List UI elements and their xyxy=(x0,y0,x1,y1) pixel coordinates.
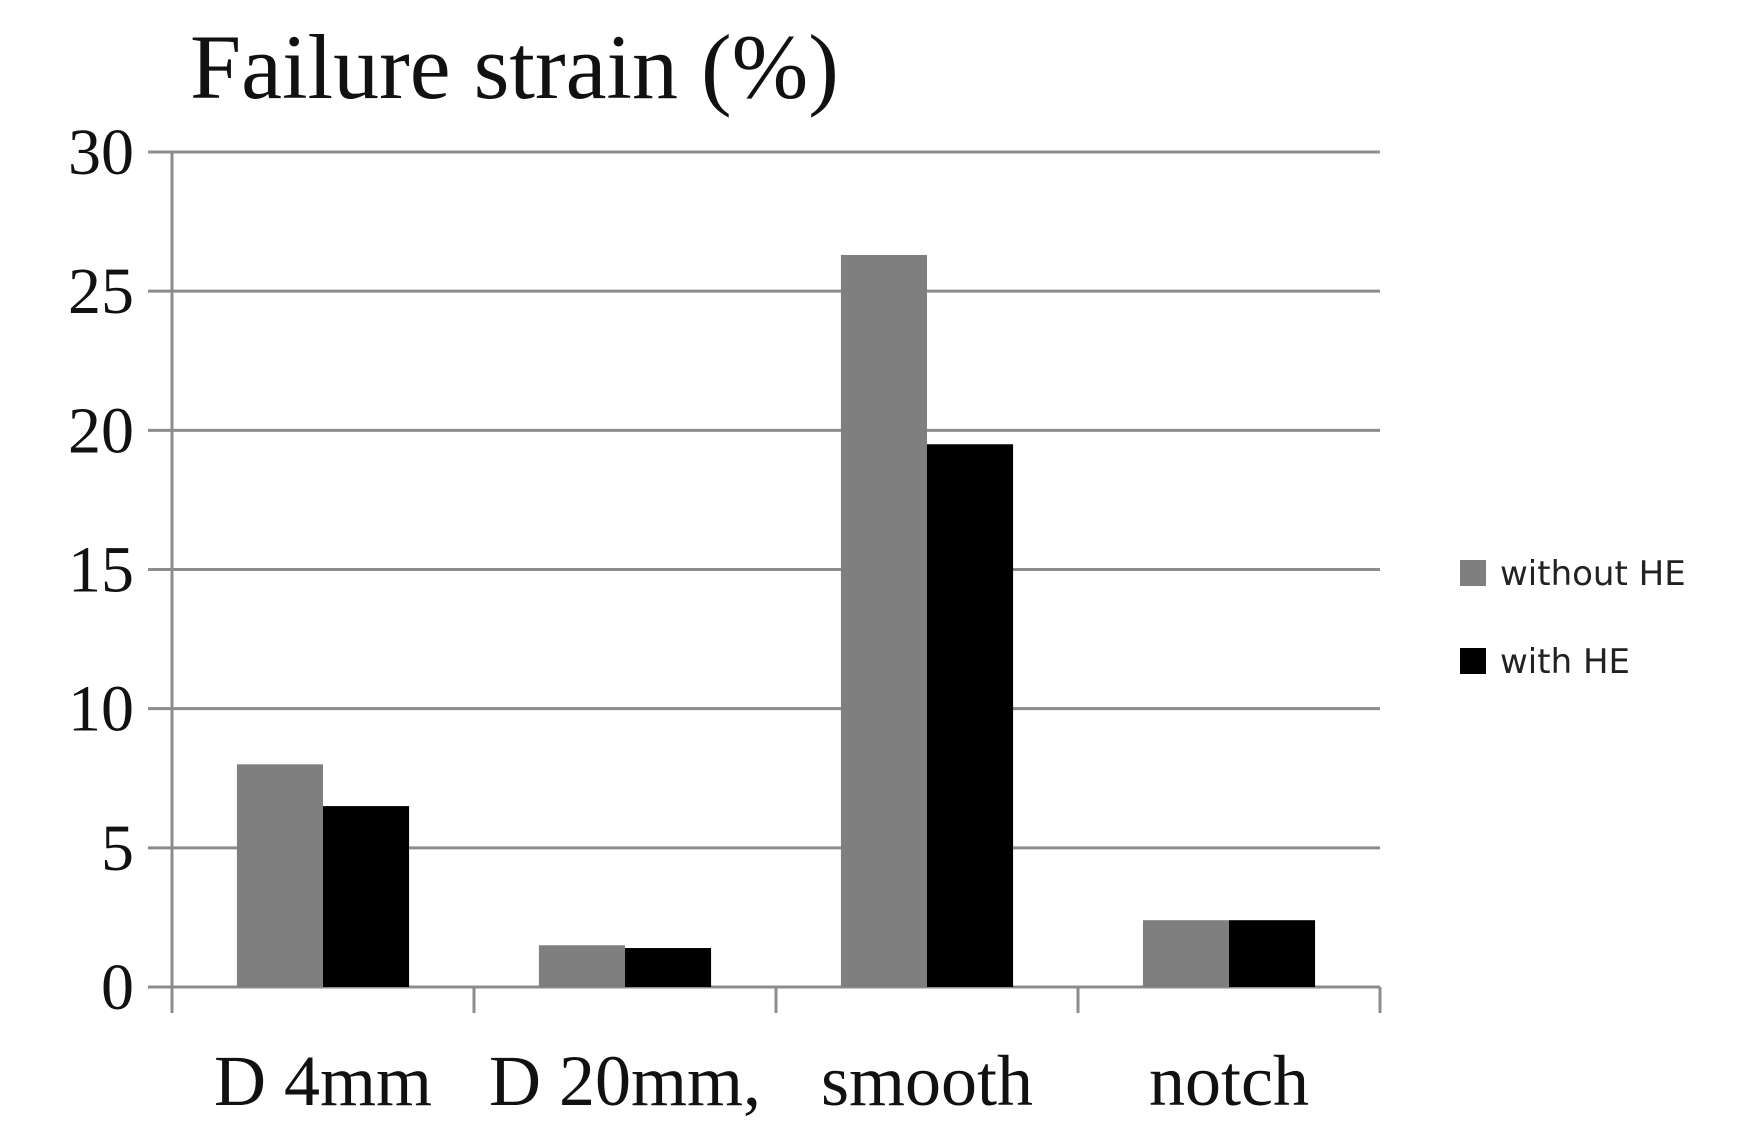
y-tick-label-15: 15 xyxy=(68,534,134,607)
bar-without-he-2 xyxy=(841,255,927,987)
legend-swatch-1 xyxy=(1460,648,1486,674)
y-tick-label-25: 25 xyxy=(68,255,134,328)
bar-with-he-1 xyxy=(625,948,711,987)
chart-title: Failure strain (%) xyxy=(190,16,839,118)
bar-without-he-1 xyxy=(539,945,625,987)
y-tick-label-20: 20 xyxy=(68,394,134,467)
y-tick-label-5: 5 xyxy=(101,812,134,885)
gridlines xyxy=(148,152,1380,848)
y-tick-label-0: 0 xyxy=(101,951,134,1024)
legend-swatch-0 xyxy=(1460,560,1486,586)
bar-without-he-3 xyxy=(1143,920,1229,987)
bar-with-he-2 xyxy=(927,444,1013,987)
bar-without-he-0 xyxy=(237,764,323,987)
x-tick-label-3: notch xyxy=(1149,1041,1309,1121)
x-tick-labels: D 4mm D 20mm, smooth notch xyxy=(214,1041,1309,1121)
y-tick-label-30: 30 xyxy=(68,116,134,189)
bar-with-he-0 xyxy=(323,806,409,987)
legend-label-1: with HE xyxy=(1500,642,1630,682)
x-tick-label-0: D 4mm xyxy=(214,1041,432,1121)
bar-with-he-3 xyxy=(1229,920,1315,987)
y-tick-labels: 0 5 10 15 20 25 30 xyxy=(68,116,134,1024)
legend: without HE with HE xyxy=(1460,554,1686,682)
legend-label-0: without HE xyxy=(1500,554,1686,594)
x-tick-label-2: smooth xyxy=(821,1041,1033,1121)
bars xyxy=(237,255,1315,987)
x-tick-label-1: D 20mm, xyxy=(489,1041,761,1121)
y-tick-label-10: 10 xyxy=(68,673,134,746)
